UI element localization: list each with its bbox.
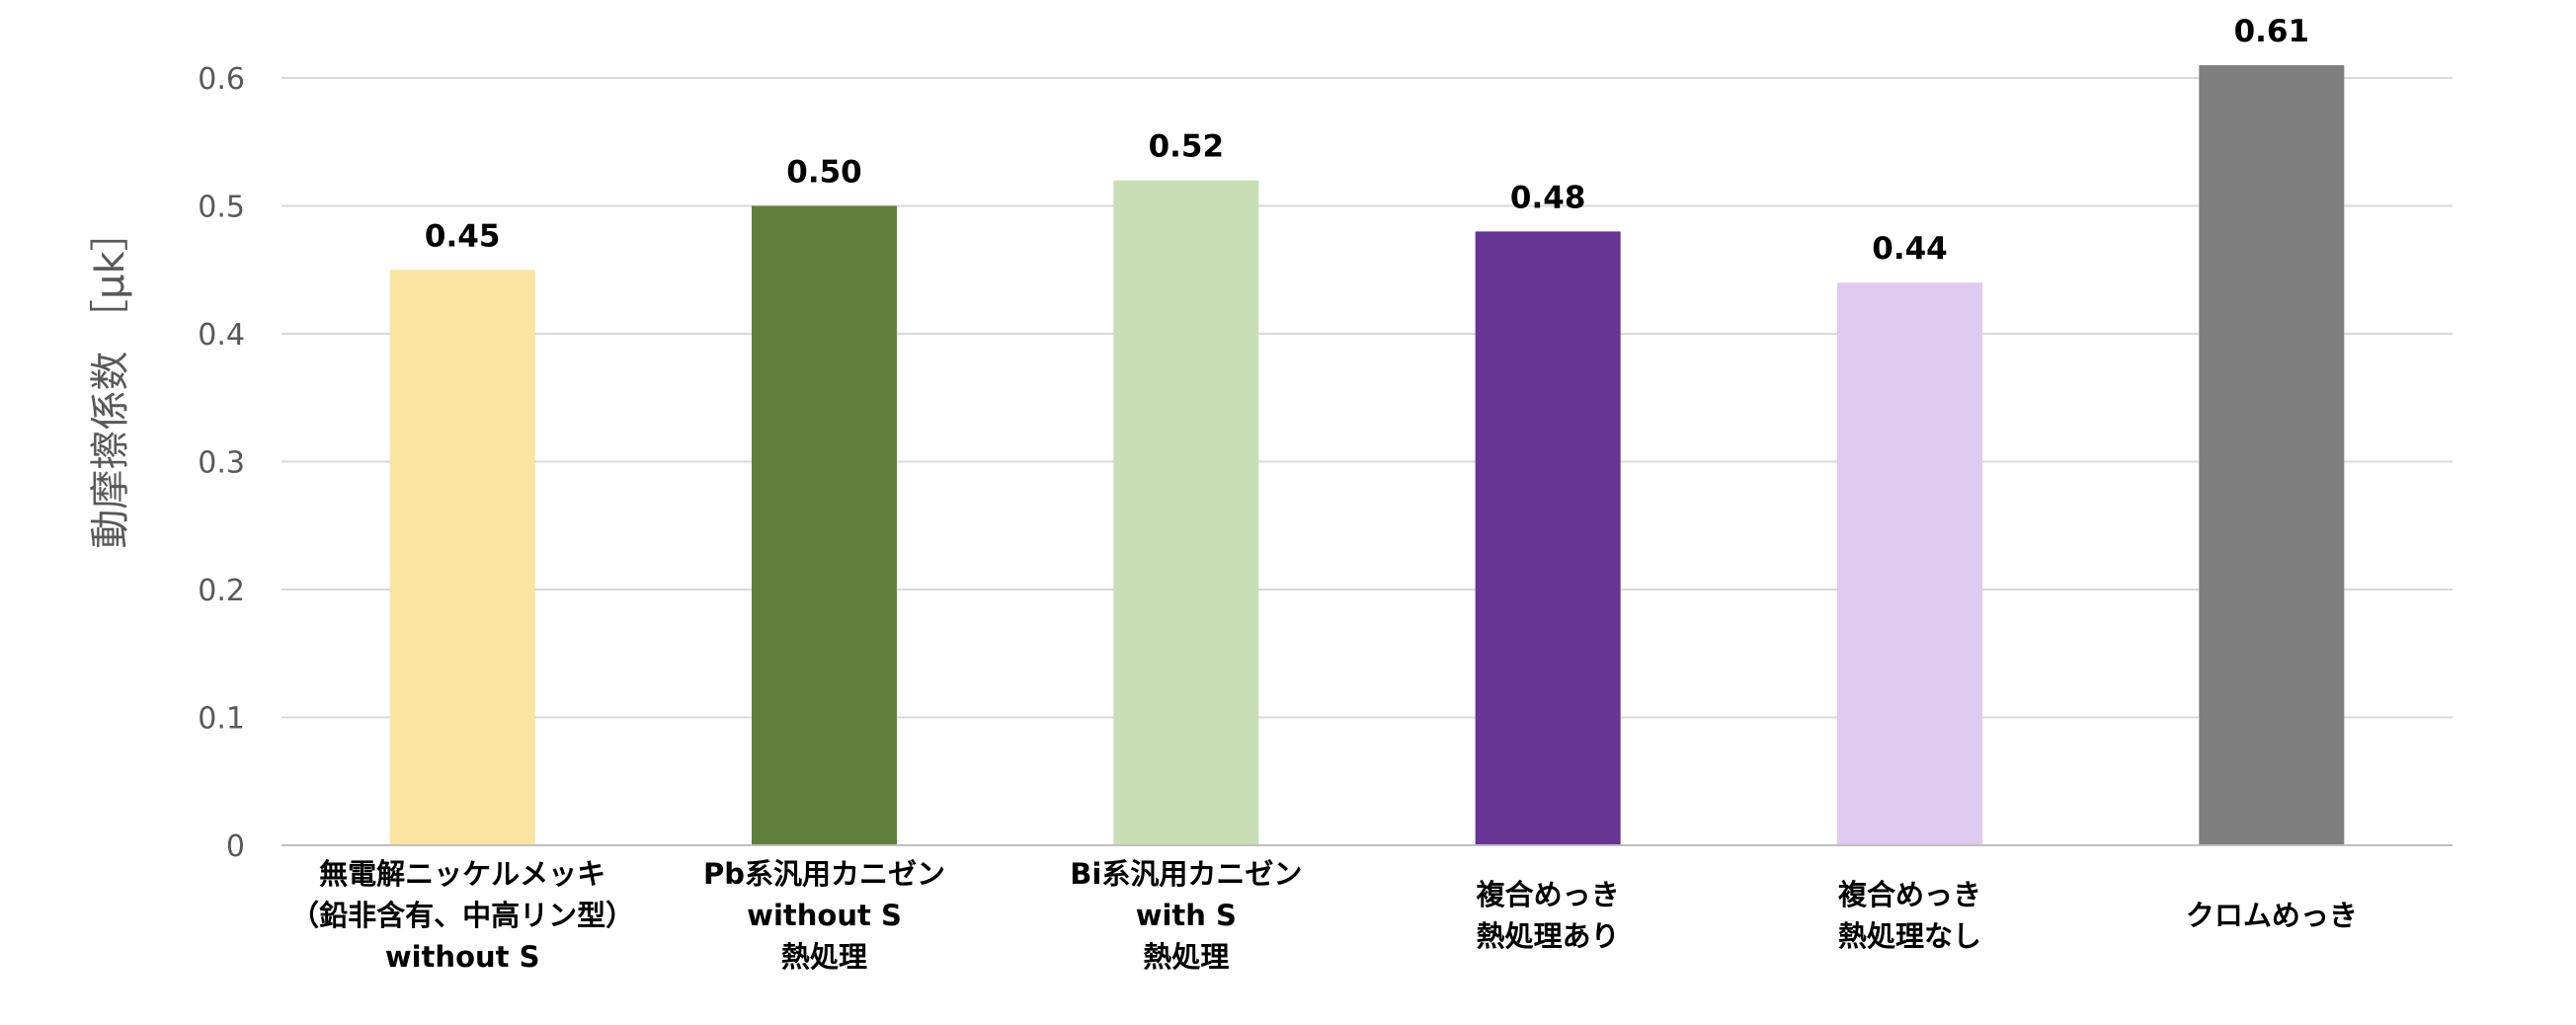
category-label: Bi系汎用カニゼン (1070, 857, 1302, 891)
bar (1113, 180, 1259, 846)
category-label: 熱処理あり (1477, 919, 1620, 953)
bars (389, 65, 2345, 846)
y-axis-ticks: 0 0.1 0.2 0.3 0.4 0.5 0.6 (198, 62, 245, 864)
category-label: 複合めっき (1477, 878, 1620, 911)
category-label: without S (385, 940, 540, 974)
data-label: 0.50 (786, 155, 862, 191)
category-label: （鉛非含有、中高リン型） (290, 899, 634, 932)
y-tick-label: 0.2 (198, 574, 245, 608)
data-labels: 0.45 0.50 0.52 0.48 0.44 0.61 (425, 14, 2309, 267)
y-tick-label: 0.3 (198, 446, 245, 481)
category-label: with S (1136, 899, 1237, 932)
category-label: 熱処理 (781, 940, 867, 974)
category-label: 熱処理なし (1838, 919, 1981, 953)
bar (2199, 65, 2345, 846)
y-tick-label: 0.4 (198, 318, 245, 353)
data-label: 0.45 (425, 218, 501, 254)
bar (389, 270, 535, 845)
y-axis-label: 動摩擦係数 ［μk］ (88, 211, 133, 548)
category-label: without S (747, 899, 902, 932)
category-label: クロムめっき (2186, 899, 2358, 932)
y-tick-label: 0.1 (198, 702, 245, 737)
y-tick-label: 0.5 (198, 191, 245, 225)
category-label: Pb系汎用カニゼン (703, 857, 945, 891)
category-label: 複合めっき (1838, 878, 1981, 911)
data-label: 0.61 (2234, 14, 2310, 49)
y-tick-label: 0 (226, 829, 245, 864)
y-tick-label: 0.6 (198, 62, 245, 97)
data-label: 0.48 (1510, 180, 1586, 215)
bar (752, 205, 897, 845)
bar (1837, 282, 1982, 845)
data-label: 0.52 (1149, 129, 1225, 165)
category-label: 熱処理 (1143, 940, 1229, 974)
bar (1475, 231, 1621, 845)
category-label: 無電解ニッケルメッキ (319, 857, 605, 891)
gridlines (282, 77, 2453, 719)
category-labels: 無電解ニッケルメッキ （鉛非含有、中高リン型） without S Pb系汎用カニゼン… (290, 857, 2358, 974)
data-label: 0.44 (1872, 231, 1948, 267)
